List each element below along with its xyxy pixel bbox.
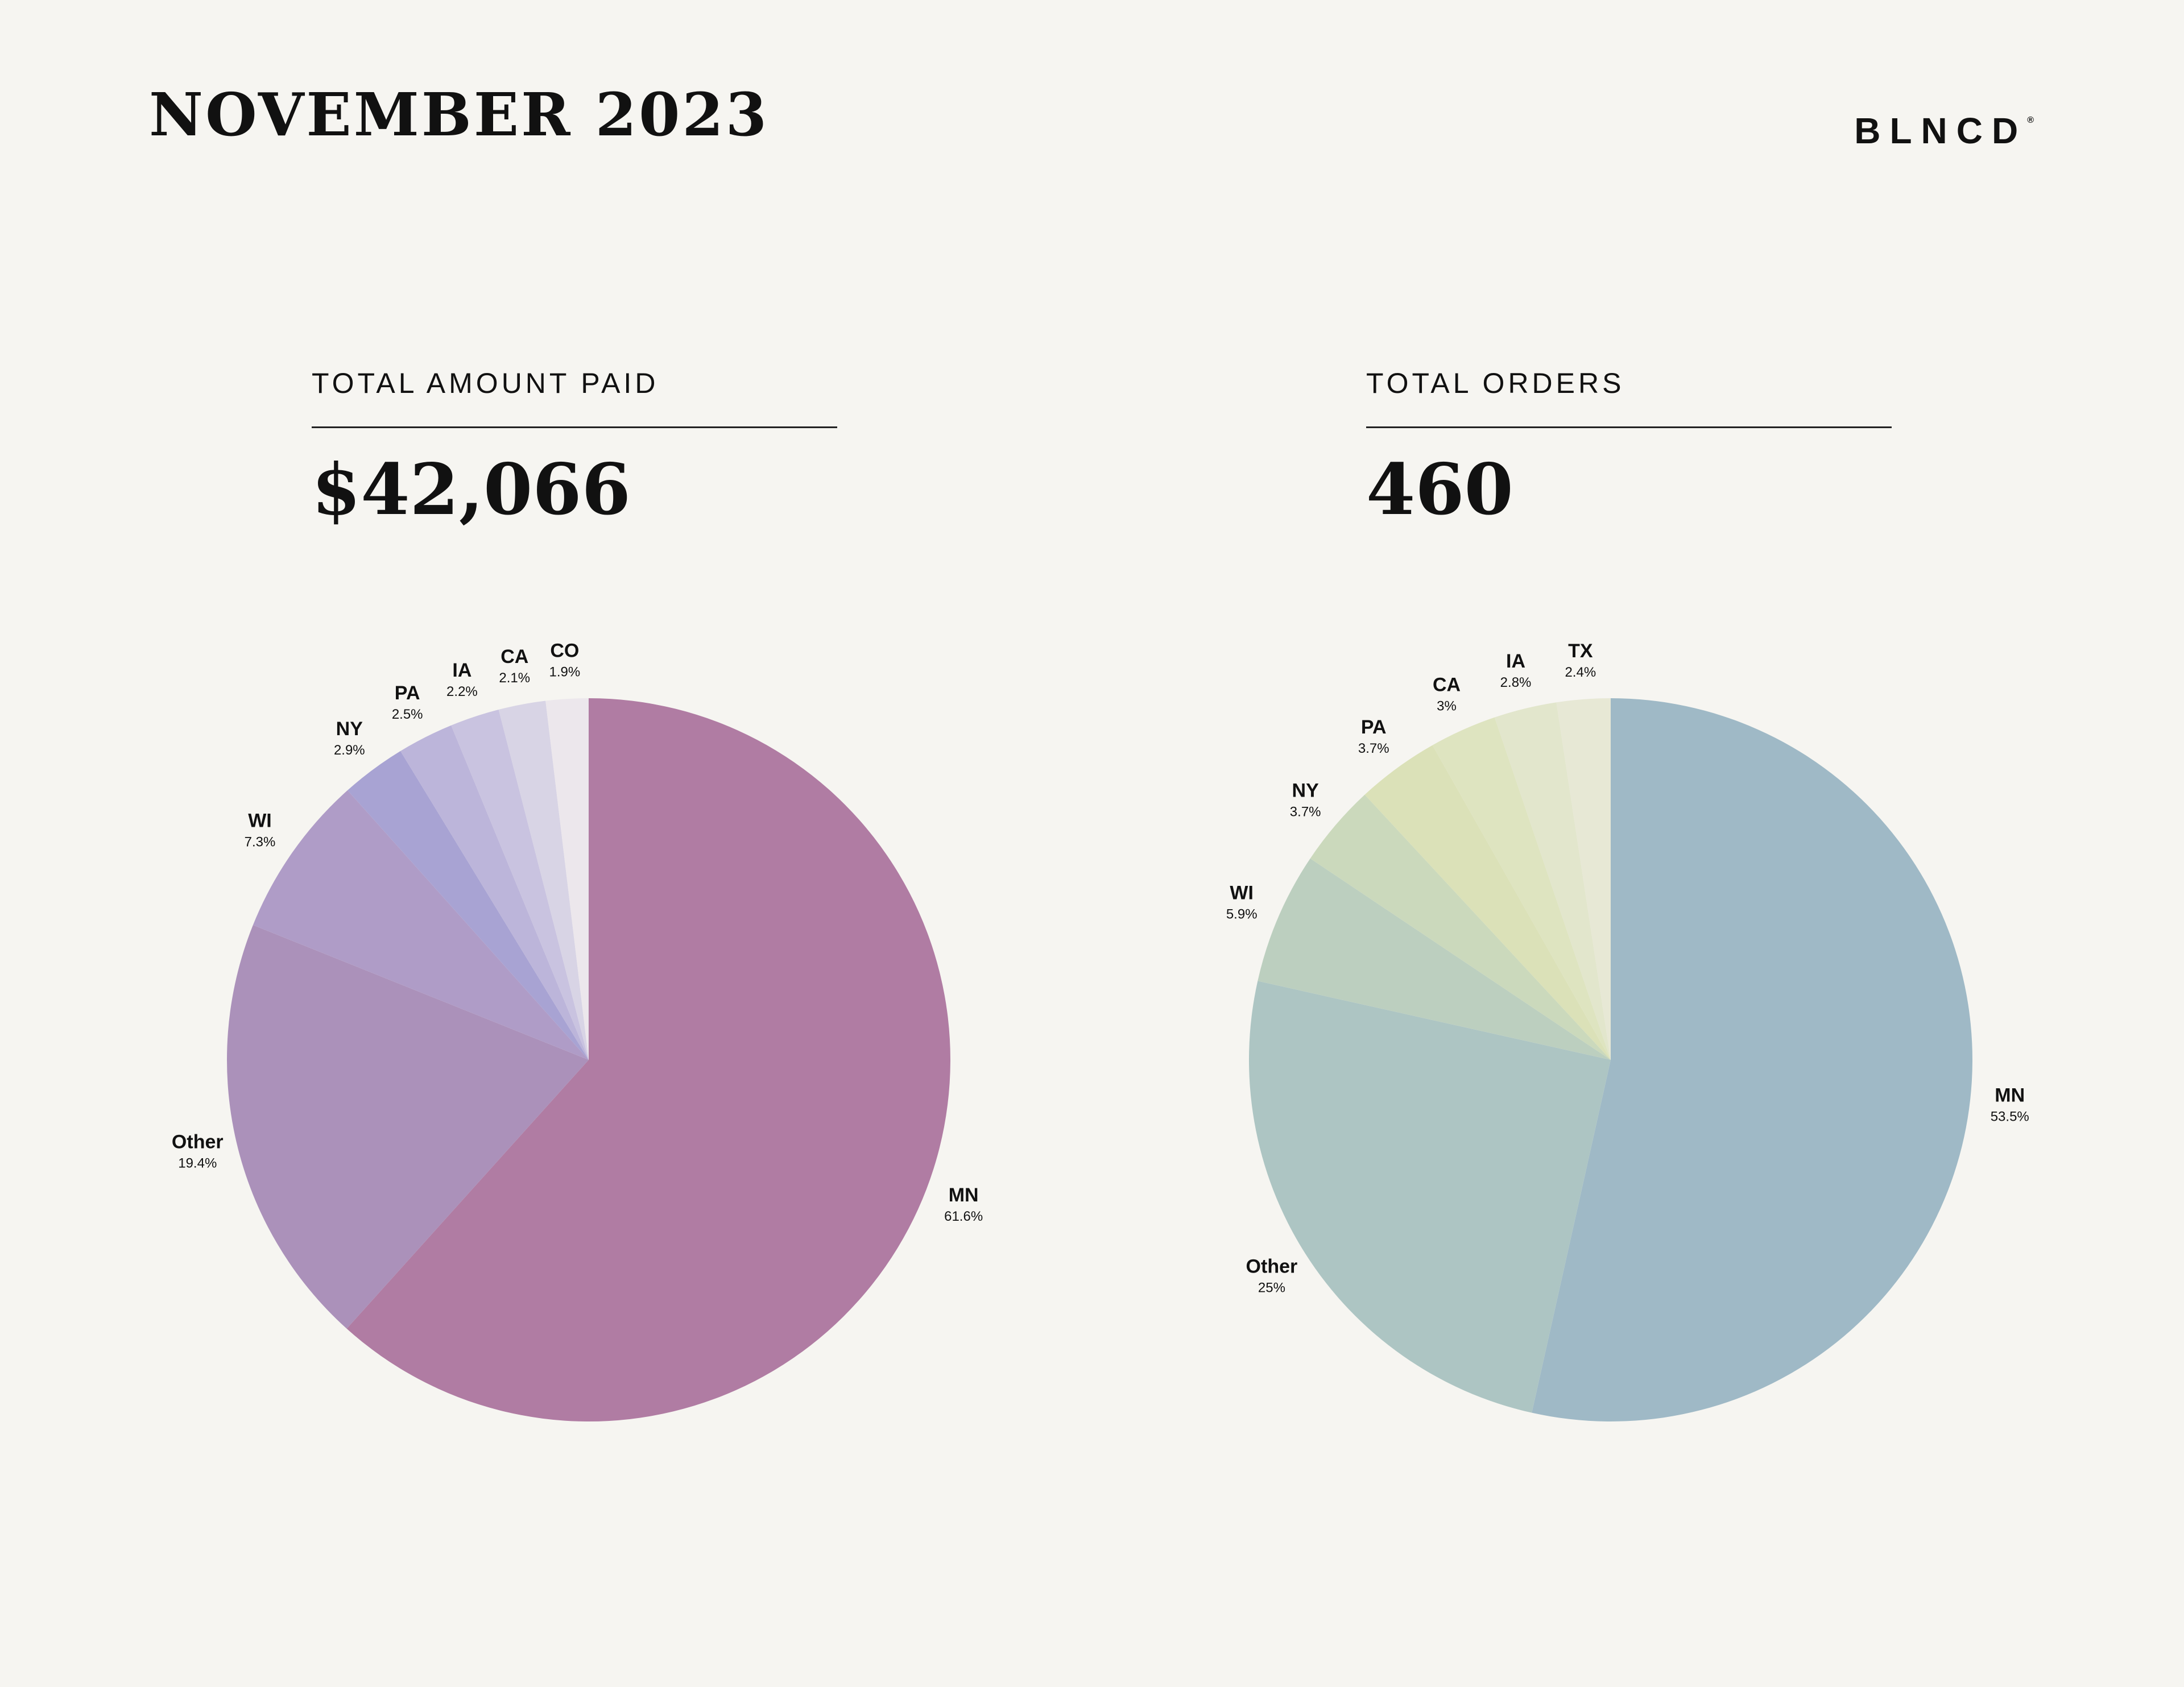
pie-slice-pa: [400, 725, 589, 1060]
slice-label-ca: CA: [500, 646, 528, 668]
slice-value-mn: 61.6%: [944, 1209, 983, 1224]
pie-slice-pa: [1364, 745, 1611, 1060]
pie-slice-wi: [1258, 858, 1611, 1060]
slice-label-ny: NY: [336, 718, 363, 740]
slice-label-other: Other: [1246, 1255, 1298, 1277]
brand-wordmark: BLNCD: [1854, 110, 2028, 151]
slice-value-mn: 53.5%: [1991, 1109, 2029, 1124]
slice-value-co: 1.9%: [549, 664, 580, 679]
slice-value-other: 19.4%: [178, 1156, 217, 1171]
brand-logo: BLNCD®: [1854, 113, 2034, 149]
slice-label-tx: TX: [1568, 640, 1593, 662]
slice-label-ia: IA: [1506, 650, 1525, 672]
total-orders-divider: [1366, 426, 1892, 428]
amount-paid-pie: MN 61.6% Other 19.4% WI 7.3% NY 2.9% PA 2.5% IA 2.2…: [172, 640, 983, 1421]
pie-slice-co: [545, 698, 589, 1060]
slice-value-ny: 3.7%: [1290, 804, 1321, 819]
total-orders-value: 460: [1366, 449, 1513, 531]
slice-value-ny: 2.9%: [334, 743, 365, 758]
pie-slice-other: [227, 925, 589, 1329]
amount-paid-value: $42,066: [312, 449, 631, 531]
slice-value-ia: 2.8%: [1500, 675, 1532, 690]
slice-label-mn: MN: [1995, 1084, 2025, 1106]
slice-value-wi: 5.9%: [1226, 907, 1258, 922]
slice-label-wi: WI: [248, 810, 272, 832]
pie-slice-ia: [451, 710, 589, 1060]
pie-slice-ca: [498, 701, 589, 1060]
pie-slice-ca: [1432, 717, 1611, 1060]
slice-label-other: Other: [172, 1131, 224, 1153]
pie-slice-tx: [1556, 698, 1611, 1060]
slice-value-ca: 3%: [1437, 699, 1457, 714]
registered-mark: ®: [2027, 115, 2034, 125]
pie-slice-mn: [346, 698, 951, 1421]
pie-slice-ny: [1310, 794, 1611, 1060]
slice-label-ca: CA: [1433, 674, 1461, 696]
pie-slice-wi: [253, 790, 589, 1060]
slice-value-ca: 2.1%: [499, 670, 530, 686]
slice-label-ia: IA: [452, 660, 471, 681]
total-orders-pie: MN 53.5% Other 25% WI 5.9% NY 3.7% PA 3.7% CA 3% IA 2…: [1226, 640, 2029, 1421]
slice-label-pa: PA: [395, 682, 420, 704]
slice-label-co: CO: [550, 640, 579, 661]
pie-slice-ia: [1494, 702, 1611, 1060]
slice-value-ia: 2.2%: [446, 684, 478, 699]
pie-slice-other: [1248, 981, 1611, 1413]
slice-value-tx: 2.4%: [1565, 665, 1596, 680]
slice-label-mn: MN: [949, 1184, 979, 1206]
slice-value-wi: 7.3%: [245, 835, 276, 850]
slice-label-ny: NY: [1292, 780, 1320, 801]
slice-label-pa: PA: [1361, 716, 1387, 738]
slice-value-pa: 3.7%: [1358, 741, 1389, 756]
slice-label-wi: WI: [1230, 882, 1254, 904]
amount-paid-label: TOTAL AMOUNT PAID: [312, 367, 659, 399]
pie-slice-ny: [348, 751, 589, 1060]
amount-paid-divider: [312, 426, 837, 428]
pie-slice-mn: [1532, 698, 1972, 1421]
page-title: NOVEMBER 2023: [149, 80, 770, 150]
slice-value-pa: 2.5%: [392, 707, 423, 722]
total-orders-label: TOTAL ORDERS: [1366, 367, 1625, 399]
slice-value-other: 25%: [1258, 1280, 1285, 1295]
